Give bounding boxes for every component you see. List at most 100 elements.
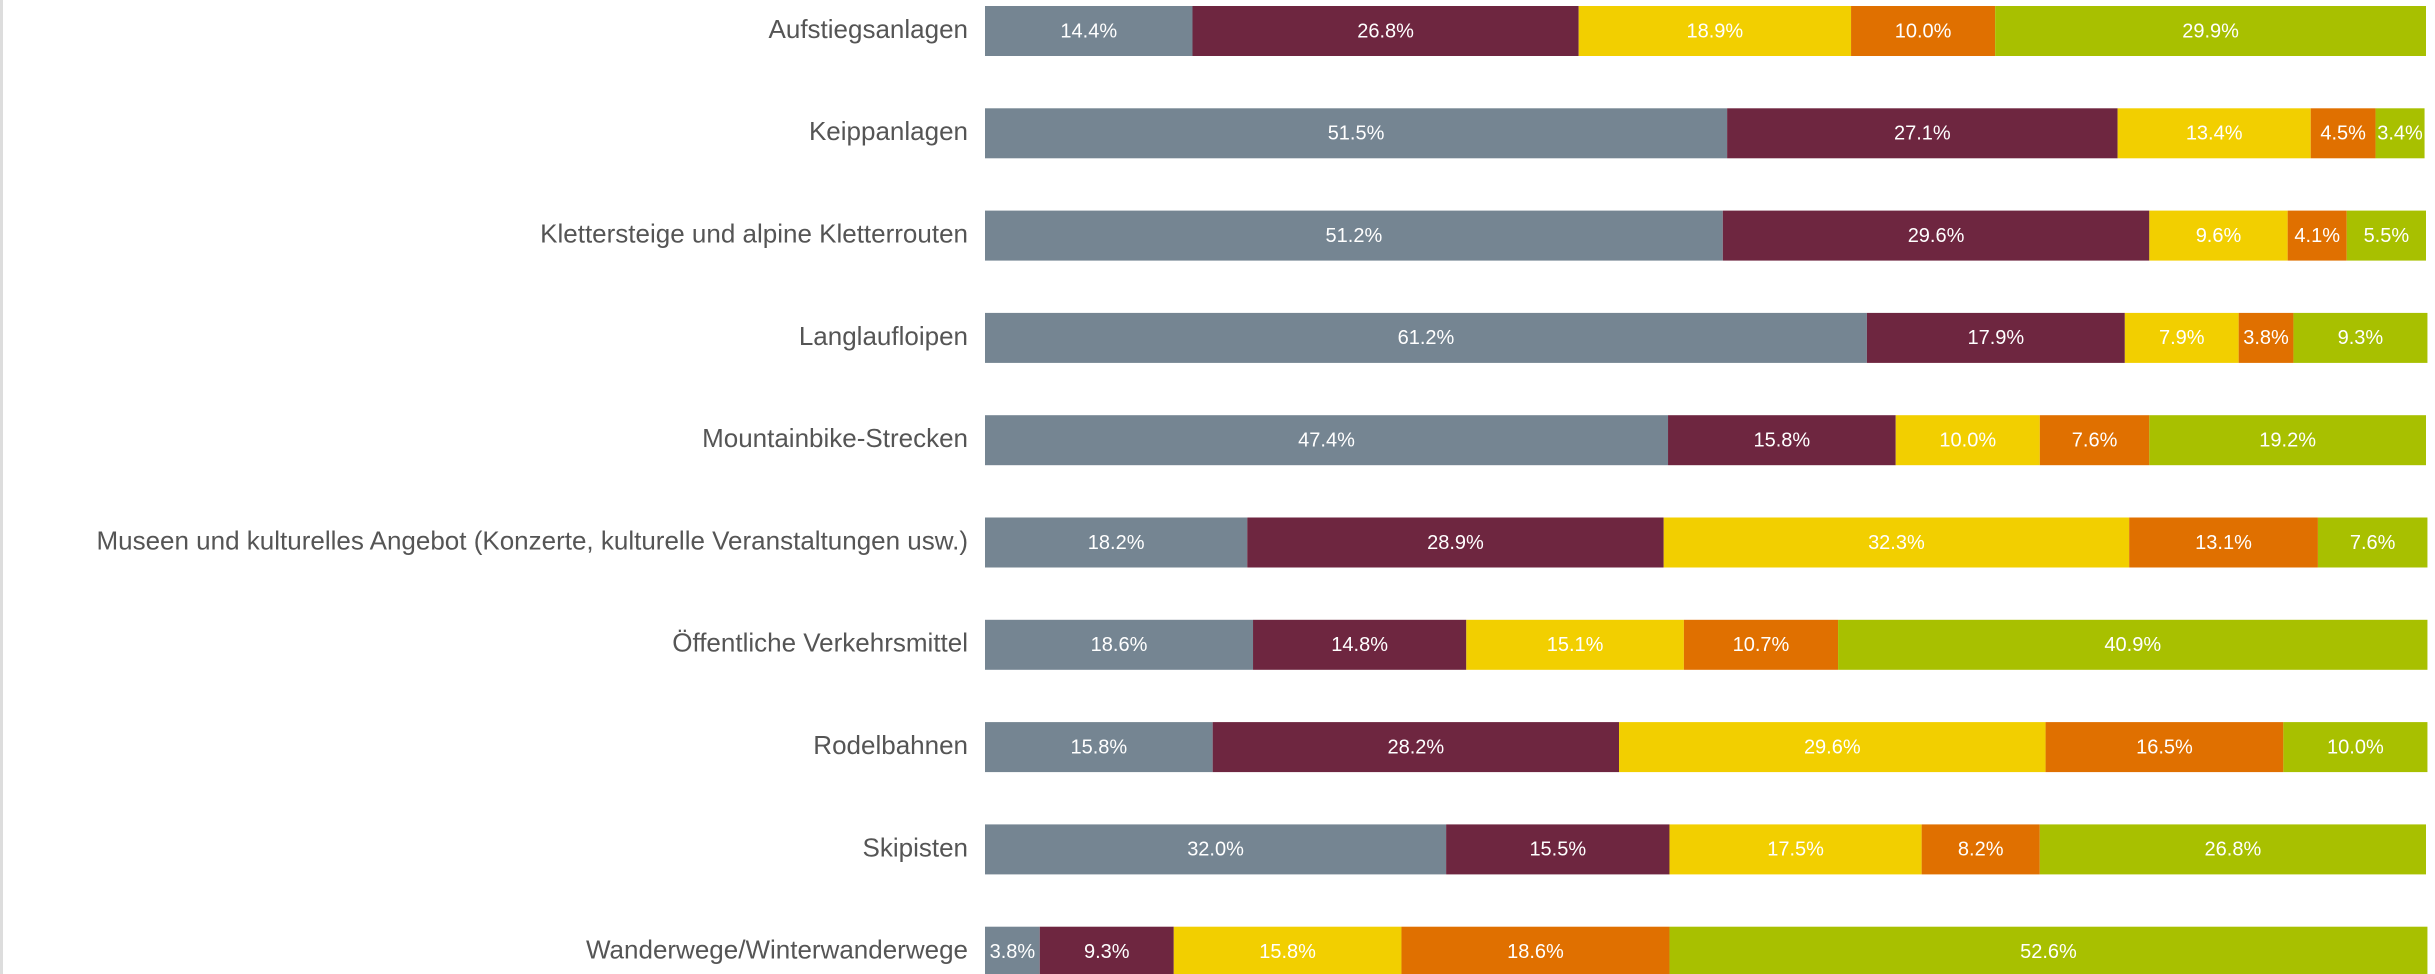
value-label: 29.9%	[2182, 20, 2239, 42]
bar-segment	[2149, 415, 2426, 466]
value-label: 19.2%	[2259, 429, 2316, 451]
value-label: 27.1%	[1894, 123, 1951, 145]
value-label: 5.5%	[2364, 225, 2410, 247]
bar-segment	[1866, 312, 2125, 363]
bar-segment	[2129, 517, 2318, 568]
bar-segment	[985, 415, 1669, 466]
category-label: Keippanlagen	[809, 116, 968, 146]
value-label: 7.6%	[2350, 532, 2396, 554]
bar-segment	[2238, 312, 2294, 363]
value-label: 15.8%	[1070, 736, 1127, 758]
value-label: 18.6%	[1091, 634, 1148, 656]
value-label: 15.8%	[1259, 941, 1316, 963]
bar-segment	[1851, 6, 1996, 56]
value-label: 3.8%	[2243, 327, 2289, 349]
category-label: Aufstiegsanlagen	[769, 14, 968, 44]
value-label: 8.2%	[1958, 839, 2004, 861]
bar-segment	[1895, 415, 2040, 466]
value-label: 9.3%	[1084, 941, 1130, 963]
bar-segment	[2283, 722, 2428, 773]
bar-segment	[2317, 517, 2428, 568]
value-label: 9.3%	[2338, 327, 2384, 349]
bar-segment	[985, 722, 1213, 773]
value-label: 28.2%	[1387, 736, 1444, 758]
bar-segment	[985, 517, 1248, 568]
bar-segment	[985, 824, 1447, 875]
bar-segment	[2293, 312, 2428, 363]
bar-segment	[1921, 824, 2040, 875]
value-label: 32.3%	[1868, 532, 1925, 554]
value-label: 3.8%	[990, 941, 1036, 963]
category-label: Rodelbahnen	[813, 730, 968, 760]
bar-segment	[1466, 619, 1684, 670]
value-label: 10.7%	[1733, 634, 1790, 656]
left-border	[0, 0, 3, 974]
value-label: 16.5%	[2136, 736, 2193, 758]
value-label: 29.6%	[1908, 225, 1965, 247]
value-label: 26.8%	[1357, 20, 1414, 42]
value-label: 61.2%	[1398, 327, 1455, 349]
value-label: 52.6%	[2020, 941, 2077, 963]
bar-segment	[1192, 6, 1579, 56]
bar-segment	[2039, 415, 2150, 466]
value-label: 26.8%	[2205, 839, 2262, 861]
bar-segment	[985, 108, 1728, 159]
value-label: 4.1%	[2294, 225, 2340, 247]
bar-segment	[985, 926, 1040, 974]
category-label: Langlaufloipen	[799, 321, 968, 351]
bar-segment	[1683, 619, 1839, 670]
bar-segment	[2287, 210, 2347, 261]
category-label: Klettersteige und alpine Kletterrouten	[540, 218, 968, 248]
value-label: 15.8%	[1754, 429, 1811, 451]
value-label: 15.5%	[1529, 839, 1586, 861]
bar-segment	[2310, 108, 2376, 159]
bar-segment	[1995, 6, 2426, 56]
bar-segment	[2375, 108, 2425, 159]
value-label: 4.5%	[2320, 123, 2366, 145]
value-label: 10.0%	[2327, 736, 2384, 758]
value-label: 40.9%	[2104, 634, 2161, 656]
bar-segment	[1212, 722, 1620, 773]
value-label: 10.0%	[1939, 429, 1996, 451]
bar-segment	[1722, 210, 2150, 261]
bar-segment	[2039, 824, 2426, 875]
value-label: 17.5%	[1767, 839, 1824, 861]
value-label: 18.9%	[1687, 20, 1744, 42]
bar-segment	[1663, 517, 2130, 568]
bar-segment	[1446, 824, 1670, 875]
bar-segment	[1173, 926, 1402, 974]
category-label: Museen und kulturelles Angebot (Konzerte…	[96, 525, 968, 555]
category-label: Öffentliche Verkehrsmittel	[672, 628, 968, 658]
bar-segment	[1401, 926, 1670, 974]
value-label: 9.6%	[2196, 225, 2242, 247]
value-label: 18.2%	[1088, 532, 1145, 554]
bar-segment	[985, 312, 1867, 363]
value-label: 15.1%	[1547, 634, 1604, 656]
value-label: 13.4%	[2186, 123, 2243, 145]
bar-segment	[1619, 722, 2046, 773]
bar-segment	[1668, 415, 1896, 466]
value-label: 51.2%	[1326, 225, 1383, 247]
bar-segment	[2149, 210, 2288, 261]
value-label: 29.6%	[1804, 736, 1861, 758]
bar-segment	[1669, 926, 2428, 974]
bar-segment	[2124, 312, 2239, 363]
value-label: 47.4%	[1298, 429, 1355, 451]
bar-segment	[1578, 6, 1852, 56]
category-label: Skipisten	[863, 832, 969, 862]
value-label: 13.1%	[2195, 532, 2252, 554]
bar-segment	[1253, 619, 1467, 670]
value-label: 51.5%	[1328, 123, 1385, 145]
value-label: 10.0%	[1895, 20, 1952, 42]
bar-segment	[1039, 926, 1174, 974]
bar-segment	[1727, 108, 2118, 159]
value-label: 7.9%	[2159, 327, 2205, 349]
bar-segment	[1669, 824, 1922, 875]
value-label: 14.4%	[1060, 20, 1117, 42]
value-label: 28.9%	[1427, 532, 1484, 554]
bar-segment	[2346, 210, 2426, 261]
category-label: Wanderwege/Winterwanderwege	[586, 935, 968, 965]
bar-segment	[2117, 108, 2311, 159]
